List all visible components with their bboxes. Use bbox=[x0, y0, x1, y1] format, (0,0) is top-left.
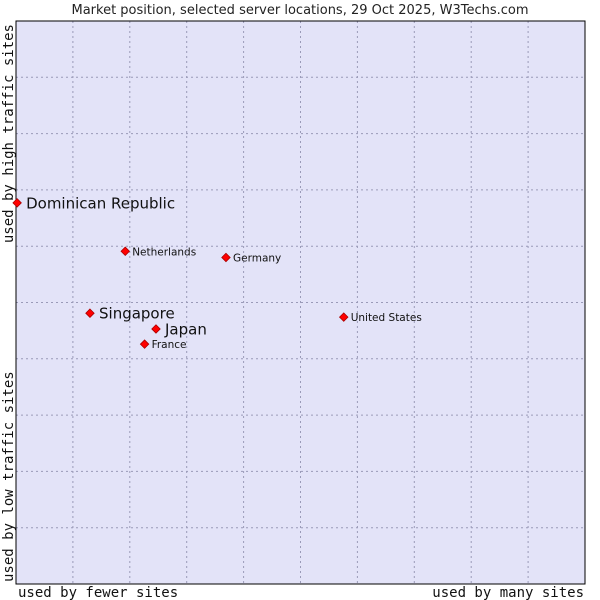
data-point-label: Germany bbox=[233, 253, 281, 265]
grid bbox=[16, 21, 585, 584]
data-point-marker bbox=[338, 312, 349, 322]
data-point-label: Japan bbox=[164, 321, 207, 339]
data-points: Dominican Republic Netherlands Germany Sing… bbox=[12, 194, 422, 351]
x-axis-label-left: used by fewer sites bbox=[18, 585, 178, 600]
data-point-label: Singapore bbox=[99, 305, 175, 323]
data-point-label: United States bbox=[351, 312, 422, 324]
data-point-marker bbox=[221, 252, 231, 263]
data-point-marker bbox=[120, 246, 131, 257]
y-axis-label-top: used by high traffic sites bbox=[1, 24, 17, 243]
data-point-label: Dominican Republic bbox=[26, 194, 175, 212]
data-point-label: France bbox=[152, 339, 187, 351]
chart-title: Market position, selected server locatio… bbox=[71, 3, 528, 18]
data-point-marker bbox=[151, 324, 161, 334]
data-point-marker bbox=[12, 198, 22, 208]
data-point-marker bbox=[85, 308, 95, 318]
x-axis-label-right: used by many sites bbox=[432, 585, 584, 600]
y-axis-label-bottom: used by low traffic sites bbox=[1, 371, 17, 582]
data-point-marker bbox=[139, 339, 150, 349]
plot-frame bbox=[15, 20, 586, 585]
data-point-label: Netherlands bbox=[132, 246, 196, 258]
